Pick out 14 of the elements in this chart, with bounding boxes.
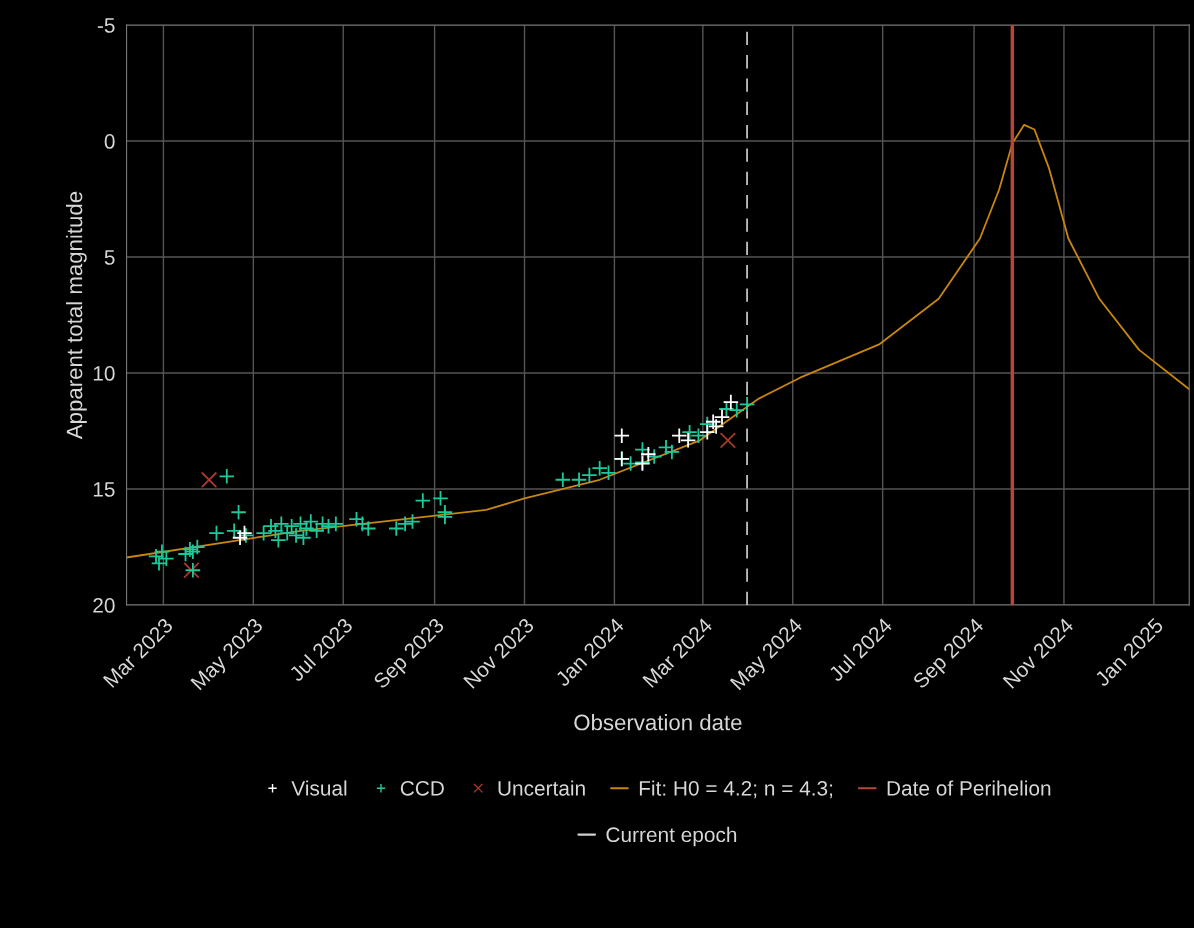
y-tick-label: 20 <box>93 598 115 613</box>
legend-label: Fit: H0 = 4.2; n = 4.3; <box>639 780 833 799</box>
legend-label: Uncertain <box>498 780 585 796</box>
legend-label: Current epoch <box>606 826 737 847</box>
legend-label: Date of Perihelion <box>887 780 1051 796</box>
y-tick-label: 0 <box>104 134 115 149</box>
y-axis-title: Apparent total magnitude <box>66 191 87 440</box>
y-tick-label: -5 <box>97 18 115 33</box>
legend-label: CCD <box>400 780 444 796</box>
y-tick-label: 10 <box>93 366 115 381</box>
x-axis-title: Observation date <box>574 714 742 731</box>
y-tick-label: 5 <box>104 250 115 265</box>
y-tick-label: 15 <box>93 482 115 497</box>
legend-label: Visual <box>291 780 347 796</box>
